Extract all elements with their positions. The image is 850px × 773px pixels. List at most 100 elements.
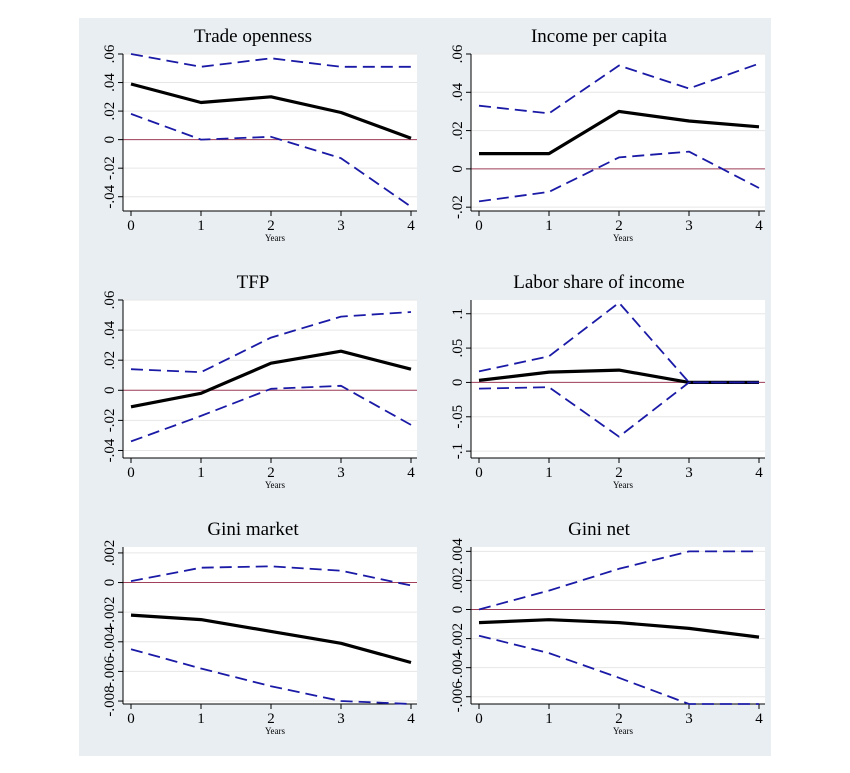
panel-4: -.008-.006-.004-.002 0 .002 0 1 2 3 4 Years Gini …: [102, 519, 417, 736]
plot-area: [471, 300, 765, 458]
x-tick-label: 0: [475, 465, 483, 481]
y-tick-label: 0: [450, 165, 466, 173]
x-tick-label: 2: [267, 218, 275, 234]
x-axis-label: Years: [265, 233, 286, 243]
x-tick-label: 3: [337, 465, 345, 481]
x-tick-label: 0: [127, 218, 135, 234]
lower-ci-line: [478, 150, 760, 203]
x-tick-label: 4: [407, 465, 415, 481]
x-tick-label: 3: [685, 465, 693, 481]
upper-ci-line: [130, 53, 411, 68]
lower-ci-line: [478, 381, 759, 438]
y-tick-label: -.006: [450, 681, 466, 713]
estimate-line: [130, 82, 412, 140]
y-tick-label: -.1: [450, 443, 466, 459]
lower-ci-line: [130, 648, 412, 705]
lower-ci-line: [130, 384, 412, 443]
estimate-line: [130, 613, 412, 665]
y-tick-label: -.004: [102, 626, 118, 658]
x-tick-label: 2: [615, 711, 623, 727]
panel-title: Income per capita: [531, 26, 668, 47]
y-tick-label: -.04: [102, 184, 118, 208]
x-tick-label: 2: [615, 218, 623, 234]
plot-area: [123, 54, 417, 211]
y-tick-label: -.006: [102, 655, 118, 687]
panel-title: Trade openness: [194, 26, 312, 47]
plot-area: [123, 547, 417, 704]
x-tick-label: 3: [337, 711, 345, 727]
y-tick-label: .004: [450, 538, 466, 565]
x-tick-label: 1: [545, 218, 553, 234]
x-tick-label: 1: [197, 711, 205, 727]
y-tick-label: 0: [102, 579, 118, 587]
panel-title: Labor share of income: [513, 272, 684, 293]
x-tick-label: 1: [197, 465, 205, 481]
y-tick-label: .06: [102, 44, 118, 63]
plot-area: [123, 300, 417, 458]
panel-title: TFP: [237, 272, 270, 293]
x-tick-label: 1: [545, 711, 553, 727]
y-tick-label: -.05: [450, 405, 466, 429]
y-tick-label: .002: [102, 540, 118, 566]
upper-ci-line: [478, 550, 759, 611]
x-tick-label: 3: [685, 711, 693, 727]
x-tick-label: 0: [475, 218, 483, 234]
x-tick-label: 0: [127, 711, 135, 727]
upper-ci-line: [130, 565, 412, 587]
x-tick-label: 4: [407, 218, 415, 234]
x-tick-label: 2: [267, 465, 275, 481]
upper-ci-line: [130, 311, 412, 374]
panel-3: -.1 -.05 0 .05 .1 0 1 2 3 4 Years Labor share of in…: [450, 272, 765, 490]
x-tick-label: 3: [685, 218, 693, 234]
panel-title: Gini net: [568, 519, 630, 540]
y-tick-label: .04: [450, 82, 466, 101]
y-tick-label: .1: [450, 308, 466, 319]
estimate-line: [130, 349, 412, 409]
x-tick-label: 1: [197, 218, 205, 234]
upper-ci-line: [478, 301, 759, 384]
y-tick-label: .002: [450, 567, 466, 593]
y-tick-label: -.02: [102, 156, 118, 180]
figure-background: -.04 -.02 0 .02 .04 .06 0 1 2 3 4 Years Trade openne…: [79, 18, 771, 756]
x-tick-label: 4: [755, 465, 763, 481]
lower-ci-line: [478, 634, 759, 705]
plot-area: [471, 54, 765, 211]
x-tick-label: 0: [475, 711, 483, 727]
plot-area: [471, 547, 765, 704]
y-tick-label: .05: [450, 339, 466, 358]
x-axis-label: Years: [613, 480, 634, 490]
y-tick-label: -.02: [102, 409, 118, 433]
y-tick-label: 0: [102, 136, 118, 144]
estimate-line: [478, 618, 760, 639]
y-tick-label: .02: [102, 351, 118, 370]
y-tick-label: .06: [102, 290, 118, 309]
panel-5: -.006-.004-.002 0 .002 .004 0 1 2 3 4 Years Gini n…: [450, 519, 765, 736]
x-axis-label: Years: [613, 726, 634, 736]
y-tick-label: -.004: [450, 652, 466, 684]
lower-ci-line: [130, 113, 412, 208]
chart-grid: -.04 -.02 0 .02 .04 .06 0 1 2 3 4 Years Trade openne…: [102, 26, 765, 736]
y-tick-label: -.002: [102, 597, 118, 628]
panel-title: Gini market: [207, 519, 299, 540]
y-tick-label: .06: [450, 44, 466, 63]
y-tick-label: .04: [102, 73, 118, 92]
y-tick-label: -.002: [450, 623, 466, 654]
x-tick-label: 4: [755, 218, 763, 234]
estimate-line: [479, 109, 760, 156]
x-tick-label: 2: [615, 465, 623, 481]
y-tick-label: .04: [102, 320, 118, 339]
x-axis-label: Years: [265, 726, 286, 736]
x-tick-label: 0: [127, 465, 135, 481]
y-tick-label: .02: [102, 102, 118, 121]
panel-1: -.02 0 .02 .04 .06 0 1 2 3 4 Years Income per capit…: [450, 26, 765, 243]
x-tick-label: 4: [407, 711, 415, 727]
y-tick-label: 0: [102, 387, 118, 395]
x-axis-label: Years: [265, 480, 286, 490]
x-tick-label: 4: [755, 711, 763, 727]
y-tick-label: .02: [450, 121, 466, 140]
y-tick-label: -.02: [450, 195, 466, 219]
x-tick-label: 1: [545, 465, 553, 481]
panel-2: -.04 -.02 0 .02 .04 .06 0 1 2 3 4 Years TFP: [102, 272, 417, 490]
panel-0: -.04 -.02 0 .02 .04 .06 0 1 2 3 4 Years Trade openne…: [102, 26, 417, 243]
upper-ci-line: [478, 62, 760, 115]
